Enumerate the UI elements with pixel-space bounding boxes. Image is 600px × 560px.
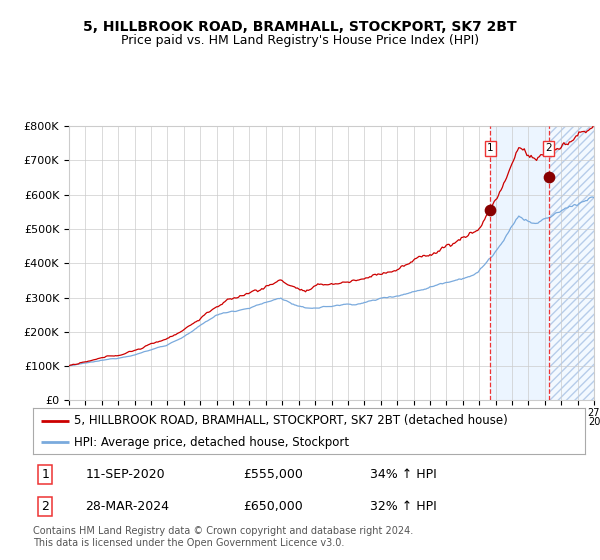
Bar [548, 126, 594, 400]
Point [544, 173, 553, 182]
Text: 34% ↑ HPI: 34% ↑ HPI [370, 468, 436, 481]
Text: 2: 2 [41, 500, 49, 513]
Text: 2: 2 [545, 143, 552, 153]
Text: £555,000: £555,000 [243, 468, 302, 481]
Text: 5, HILLBROOK ROAD, BRAMHALL, STOCKPORT, SK7 2BT (detached house): 5, HILLBROOK ROAD, BRAMHALL, STOCKPORT, … [74, 414, 508, 427]
Text: 5, HILLBROOK ROAD, BRAMHALL, STOCKPORT, SK7 2BT: 5, HILLBROOK ROAD, BRAMHALL, STOCKPORT, … [83, 20, 517, 34]
Text: 1: 1 [487, 143, 494, 153]
Text: 28-MAR-2024: 28-MAR-2024 [85, 500, 169, 513]
Bar [548, 126, 594, 400]
Text: 32% ↑ HPI: 32% ↑ HPI [370, 500, 436, 513]
Text: 1: 1 [41, 468, 49, 481]
Bar [490, 126, 548, 400]
Text: HPI: Average price, detached house, Stockport: HPI: Average price, detached house, Stoc… [74, 436, 350, 449]
Text: £650,000: £650,000 [243, 500, 302, 513]
Text: 11-SEP-2020: 11-SEP-2020 [85, 468, 165, 481]
Text: Price paid vs. HM Land Registry's House Price Index (HPI): Price paid vs. HM Land Registry's House … [121, 34, 479, 46]
Point [485, 206, 495, 214]
Text: Contains HM Land Registry data © Crown copyright and database right 2024.
This d: Contains HM Land Registry data © Crown c… [33, 526, 413, 548]
